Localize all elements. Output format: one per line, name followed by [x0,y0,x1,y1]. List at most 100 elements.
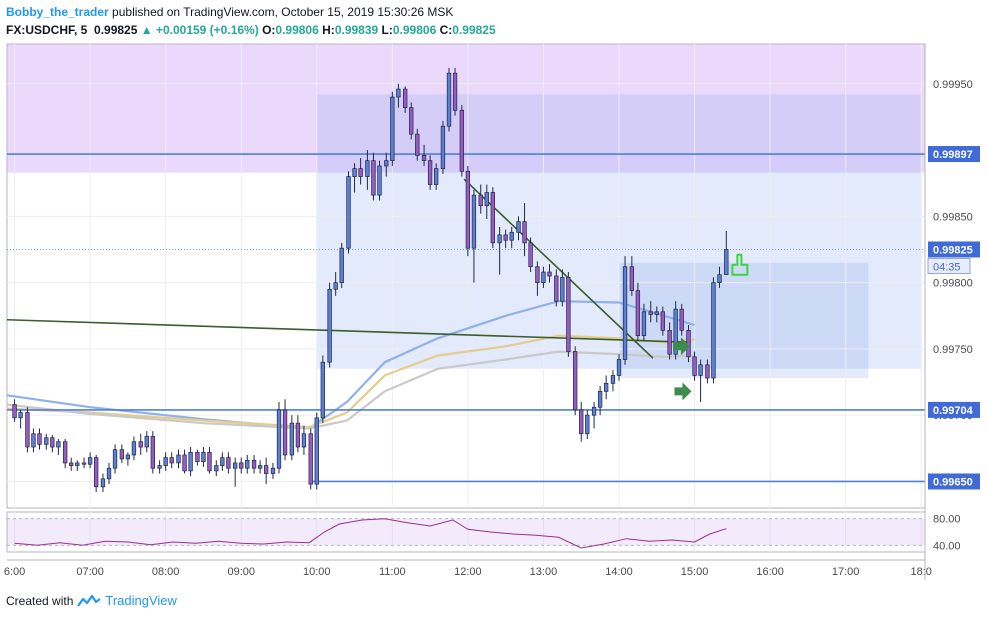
candle-body [119,449,125,460]
candle-body [75,462,80,466]
candle-body [603,383,609,392]
zone-supply [7,44,925,173]
candle-body [705,364,710,379]
rsi-band [7,518,925,546]
candle-body [724,249,729,276]
last-price-label-bg [928,241,980,258]
candle-body [44,437,49,445]
y-tick-label: 0.99800 [933,278,973,290]
candle-body [711,282,716,379]
candle-body [566,276,571,352]
candle-body [471,194,477,249]
candle-body [188,451,193,472]
level-price-label-bg [928,401,980,418]
candle-body [63,441,68,464]
x-tick-label: 14:00 [605,566,633,578]
candle-body [409,107,414,135]
candle-body [18,412,23,419]
candle-body [176,454,181,464]
level-price-label-bg [928,473,980,490]
candle-body [465,170,471,249]
candle-body [371,160,376,196]
ohlc-legend: FX:USDCHF, 5 0.99825 ▲ +0.00159 (+0.16%)… [6,23,496,37]
candle-body [263,465,269,474]
candle-body [390,96,395,162]
candle-body [579,409,584,435]
candle-body [220,457,225,466]
high-value: 0.99839 [334,23,379,37]
candle-body [421,155,427,162]
author-link[interactable]: Bobby_the_trader [6,5,109,19]
x-tick-label: 07:00 [76,566,104,578]
candle-body [535,266,540,283]
tradingview-logo-icon [77,594,102,607]
close-value: 0.99825 [452,23,496,37]
candle-body [635,290,641,337]
candle-body [195,451,200,462]
rsi-tick-label: 40.00 [933,540,961,552]
candle-body [125,454,131,460]
candle-body [93,457,99,488]
candle-body [138,441,143,448]
y-tick-label: 0.99750 [933,344,973,356]
candle-body [301,433,307,448]
publish-line: Bobby_the_trader published on TradingVie… [6,5,453,19]
countdown-bg [927,257,971,274]
candle-body [427,160,433,185]
candle-body [214,465,219,472]
candle-body [522,221,527,244]
candle-body [377,165,382,196]
candle-body [289,422,295,456]
candle-body [150,436,155,469]
footer: Created with TradingView [6,593,177,608]
published-info: published on TradingView.com, October 15… [112,5,454,19]
candle-body [182,454,187,472]
low-value: 0.99806 [392,23,437,37]
candle-body [233,462,238,469]
candle-body [415,133,420,156]
candle-body [452,72,458,111]
candle-body [616,359,622,376]
candle-body [201,451,206,462]
candle-body [251,459,257,469]
x-tick-label: 12:00 [454,566,482,578]
candle-body [226,457,231,469]
y-tick-label: 0.99850 [933,211,973,223]
candle-body [163,457,168,466]
level-price-label: 0.99650 [933,476,973,488]
candle-body [339,247,344,283]
x-tick-label: 15:00 [681,566,709,578]
candle-body [446,72,452,127]
candle-body [320,361,325,419]
candle-body [81,462,87,465]
y-tick-label: 0.99950 [933,79,973,91]
candle-body [648,311,653,315]
candle-body [276,409,282,469]
change-value: ▲ +0.00159 (+0.16%) [140,23,259,37]
candle-body [679,308,684,331]
candle-body [50,437,55,448]
candle-body [365,160,370,177]
x-tick-label: 18:0 [911,566,932,578]
candle-body [692,356,697,376]
candle-body [673,308,678,355]
candle-body [509,231,514,241]
bar-countdown-label: 04:35 [933,261,961,273]
x-tick-label: 16:00 [756,566,784,578]
candle-body [69,462,74,466]
open-value: 0.99806 [275,23,319,37]
tradingview-link[interactable]: TradingView [105,593,177,608]
candle-body [478,194,483,207]
x-tick-label: 10:00 [303,566,331,578]
level-price-label-bg [928,146,980,163]
candle-body [585,414,590,435]
candle-body [459,109,465,172]
low-label: L: [381,23,393,37]
rsi-tick-label: 80.00 [933,514,961,526]
candle-body [257,465,263,469]
x-tick-label: 08:00 [152,566,180,578]
close-label: C: [439,23,453,37]
candle-body [295,422,301,448]
candle-body [573,351,578,411]
